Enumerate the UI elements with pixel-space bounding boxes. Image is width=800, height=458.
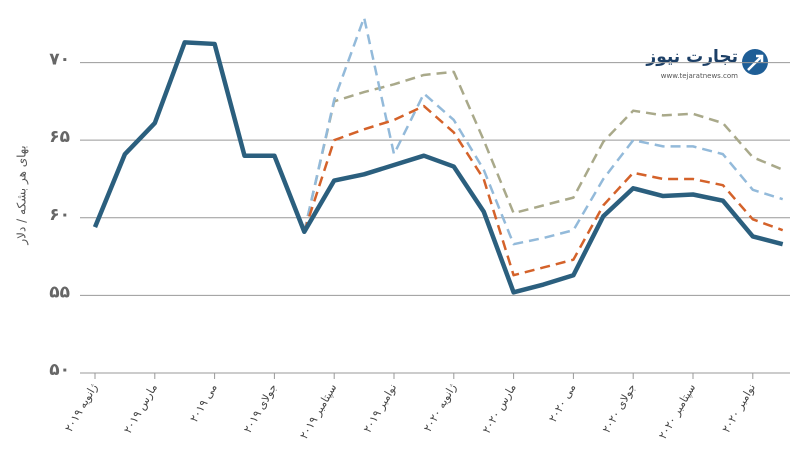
x-tick-label: می ۲۰۱۹ — [187, 381, 219, 424]
logo-name: تجارت نیوز — [645, 47, 738, 67]
y-tick-label: ۵۰ — [49, 360, 70, 380]
data-line — [92, 40, 784, 295]
x-tick-label: مارس ۲۰۱۹ — [121, 381, 160, 435]
y-tick-label: ۶۰ — [49, 205, 70, 225]
x-tick-label: نوامبر ۲۰۱۹ — [361, 382, 399, 435]
y-tick-label: ۶۵ — [49, 127, 70, 147]
x-tick-label: نوامبر ۲۰۲۰ — [720, 382, 758, 435]
x-tick-label: مارس ۲۰۲۰ — [480, 381, 519, 435]
x-tick-label: سپتامبر ۲۰۲۰ — [656, 382, 698, 442]
x-tick-label: می ۲۰۲۰ — [546, 381, 578, 424]
x-tick-label: جولای ۲۰۱۹ — [241, 382, 280, 436]
data-line — [303, 104, 784, 277]
x-tick-label: جولای ۲۰۲۰ — [600, 382, 639, 436]
logo-url: www.tejaratnews.com — [661, 72, 738, 80]
x-tick-label: سپتامبر ۲۰۱۹ — [297, 382, 339, 442]
y-tick-label: ۵۵ — [49, 282, 70, 302]
logo: تجارت نیوز www.tejaratnews.com — [645, 47, 768, 80]
data-line — [303, 70, 784, 233]
data-line — [303, 16, 784, 246]
y-tick-label: ۷۰ — [49, 50, 70, 70]
y-axis-label: بهای هر بشکه / دلار — [15, 145, 30, 245]
x-tick-label: ژانویه ۲۰۱۹ — [62, 382, 100, 435]
x-tick-label: ژانویه ۲۰۲۰ — [421, 382, 459, 435]
